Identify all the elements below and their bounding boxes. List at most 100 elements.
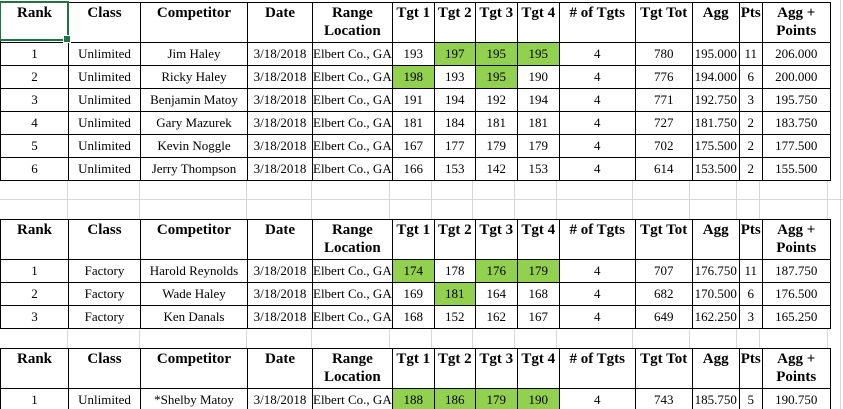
column-header-rank[interactable]: Rank xyxy=(0,219,69,260)
cell-rank[interactable]: 1 xyxy=(0,259,69,283)
cell-tgt4[interactable]: 179 xyxy=(516,134,560,158)
cell-tgt2[interactable]: 194 xyxy=(433,88,476,112)
cell-range[interactable]: Elbert Co., GA xyxy=(312,157,393,181)
cell-range[interactable]: Elbert Co., GA xyxy=(312,88,393,112)
cell-tgt4[interactable]: 194 xyxy=(516,88,560,112)
cell-tgt2[interactable]: 152 xyxy=(433,305,476,329)
cell-date[interactable]: 3/18/2018 xyxy=(247,305,313,329)
cell-agg_points[interactable]: 183.750 xyxy=(761,111,831,135)
cell-tgt_tot[interactable]: 743 xyxy=(634,388,693,409)
column-header-tgt1[interactable]: Tgt 1 xyxy=(391,219,435,260)
cell-pts[interactable]: 2 xyxy=(738,134,763,158)
empty-cell[interactable] xyxy=(0,181,68,199)
empty-cell[interactable] xyxy=(247,181,312,199)
empty-cell[interactable] xyxy=(312,181,390,199)
cell-range[interactable]: Elbert Co., GA xyxy=(312,65,393,89)
cell-rank[interactable]: 2 xyxy=(0,282,69,306)
column-header-range[interactable]: Range Location xyxy=(312,2,393,43)
cell-class[interactable]: Unlimited xyxy=(68,42,141,66)
empty-cell[interactable] xyxy=(633,181,690,199)
empty-cell[interactable] xyxy=(312,329,390,348)
cell-agg[interactable]: 194.000 xyxy=(691,65,740,89)
column-header-range[interactable]: Range Location xyxy=(312,219,393,260)
column-header-tgt4[interactable]: Tgt 4 xyxy=(516,2,560,43)
empty-cell[interactable] xyxy=(557,200,633,219)
cell-competitor[interactable]: Ken Danals xyxy=(140,305,248,329)
column-header-tgt4[interactable]: Tgt 4 xyxy=(516,348,560,389)
cell-tgt1[interactable]: 193 xyxy=(391,42,435,66)
cell-tgt_tot[interactable]: 727 xyxy=(634,111,693,135)
cell-num_tgts[interactable]: 4 xyxy=(558,65,636,89)
empty-cell[interactable] xyxy=(515,181,557,199)
cell-tgt1[interactable]: 198 xyxy=(391,65,435,89)
column-header-num_tgts[interactable]: # of Tgts xyxy=(558,219,636,260)
cell-tgt2[interactable]: 181 xyxy=(433,282,476,306)
cell-tgt3[interactable]: 195 xyxy=(474,65,518,89)
cell-agg_points[interactable]: 187.750 xyxy=(761,259,831,283)
cell-competitor[interactable]: Jim Haley xyxy=(140,42,248,66)
empty-cell[interactable] xyxy=(557,329,633,348)
empty-cell[interactable] xyxy=(432,200,473,219)
cell-competitor[interactable]: Harold Reynolds xyxy=(140,259,248,283)
column-header-competitor[interactable]: Competitor xyxy=(140,2,248,43)
cell-num_tgts[interactable]: 4 xyxy=(558,259,636,283)
column-header-tgt4[interactable]: Tgt 4 xyxy=(516,219,560,260)
cell-num_tgts[interactable]: 4 xyxy=(558,111,636,135)
cell-tgt3[interactable]: 162 xyxy=(474,305,518,329)
cell-tgt1[interactable]: 167 xyxy=(391,134,435,158)
empty-cell[interactable] xyxy=(473,200,515,219)
cell-tgt3[interactable]: 179 xyxy=(474,388,518,409)
cell-tgt4[interactable]: 153 xyxy=(516,157,560,181)
cell-agg_points[interactable]: 177.500 xyxy=(761,134,831,158)
cell-num_tgts[interactable]: 4 xyxy=(558,42,636,66)
column-header-class[interactable]: Class xyxy=(68,348,141,389)
cell-num_tgts[interactable]: 4 xyxy=(558,134,636,158)
empty-cell[interactable] xyxy=(737,200,760,219)
fill-handle[interactable] xyxy=(63,35,71,43)
cell-agg_points[interactable]: 195.750 xyxy=(761,88,831,112)
column-header-tgt2[interactable]: Tgt 2 xyxy=(433,2,476,43)
cell-tgt2[interactable]: 177 xyxy=(433,134,476,158)
cell-tgt3[interactable]: 142 xyxy=(474,157,518,181)
cell-class[interactable]: Factory xyxy=(68,305,141,329)
column-header-agg[interactable]: Agg xyxy=(691,348,740,389)
cell-tgt2[interactable]: 193 xyxy=(433,65,476,89)
column-header-agg_points[interactable]: Agg + Points xyxy=(761,2,831,43)
cell-tgt3[interactable]: 192 xyxy=(474,88,518,112)
cell-num_tgts[interactable]: 4 xyxy=(558,388,636,409)
cell-rank[interactable]: 1 xyxy=(0,388,69,409)
column-header-tgt3[interactable]: Tgt 3 xyxy=(474,348,518,389)
cell-tgt_tot[interactable]: 702 xyxy=(634,134,693,158)
cell-competitor[interactable]: Benjamin Matoy xyxy=(140,88,248,112)
cell-range[interactable]: Elbert Co., GA xyxy=(312,388,393,409)
empty-cell[interactable] xyxy=(140,329,247,348)
cell-pts[interactable]: 6 xyxy=(738,65,763,89)
cell-tgt4[interactable]: 195 xyxy=(516,42,560,66)
cell-rank[interactable]: 3 xyxy=(0,88,69,112)
empty-cell[interactable] xyxy=(68,181,140,199)
cell-range[interactable]: Elbert Co., GA xyxy=(312,259,393,283)
cell-range[interactable]: Elbert Co., GA xyxy=(312,134,393,158)
empty-cell[interactable] xyxy=(390,200,432,219)
cell-tgt4[interactable]: 168 xyxy=(516,282,560,306)
cell-tgt1[interactable]: 181 xyxy=(391,111,435,135)
column-header-pts[interactable]: Pts xyxy=(738,2,763,43)
empty-cell[interactable] xyxy=(760,200,828,219)
cell-class[interactable]: Unlimited xyxy=(68,111,141,135)
cell-agg[interactable]: 176.750 xyxy=(691,259,740,283)
cell-pts[interactable]: 2 xyxy=(738,111,763,135)
cell-date[interactable]: 3/18/2018 xyxy=(247,282,313,306)
column-header-rank[interactable]: Rank xyxy=(0,348,69,389)
column-header-class[interactable]: Class xyxy=(68,2,141,43)
cell-tgt2[interactable]: 153 xyxy=(433,157,476,181)
column-header-pts[interactable]: Pts xyxy=(738,219,763,260)
cell-num_tgts[interactable]: 4 xyxy=(558,282,636,306)
cell-class[interactable]: Unlimited xyxy=(68,157,141,181)
column-header-competitor[interactable]: Competitor xyxy=(140,348,248,389)
column-header-num_tgts[interactable]: # of Tgts xyxy=(558,2,636,43)
column-header-competitor[interactable]: Competitor xyxy=(140,219,248,260)
cell-agg_points[interactable]: 206.000 xyxy=(761,42,831,66)
cell-pts[interactable]: 6 xyxy=(738,282,763,306)
cell-num_tgts[interactable]: 4 xyxy=(558,305,636,329)
cell-rank[interactable]: 1 xyxy=(0,42,69,66)
